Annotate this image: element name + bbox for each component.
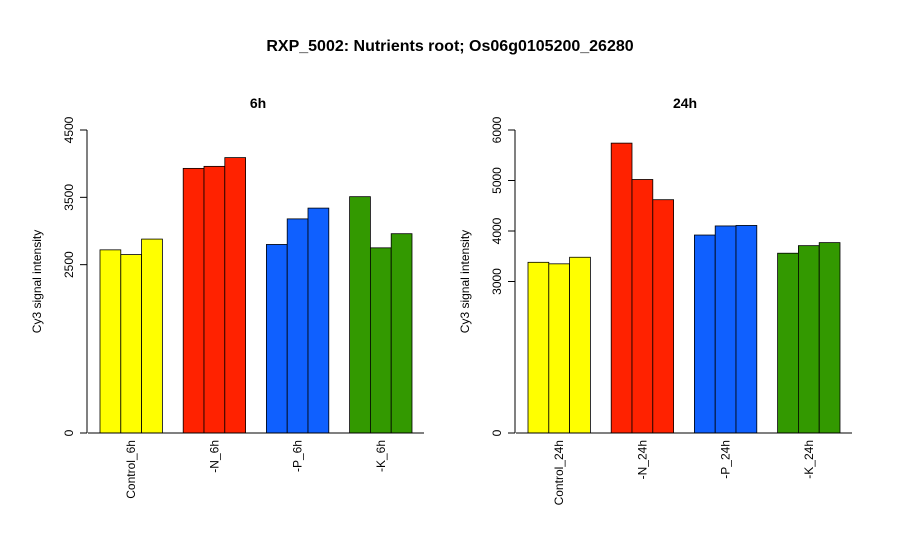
bar [631,179,654,434]
bar [652,199,674,434]
y-tick-label: 0 [490,429,504,436]
bar [569,256,591,434]
bar [182,167,205,434]
bar [286,218,309,434]
y-tick-label: 5000 [490,167,504,194]
chart-main-title: RXP_5002: Nutrients root; Os06g0105200_2… [266,38,634,55]
category-label: -N_24h [635,440,649,479]
bar [307,207,330,434]
category-label: Control_24h [552,440,566,505]
category-label: -N_6h [207,440,221,473]
bar [390,233,413,434]
bar [610,142,633,434]
y-tick-label: 6000 [490,116,504,143]
bar [527,261,550,434]
bar [777,252,799,434]
category-label: Control_6h [124,440,138,499]
bar [349,196,371,434]
panel-title: 6h [250,95,266,111]
bar [99,249,122,434]
y-axis-label: Cy3 signal intensity [458,230,472,333]
bar [120,254,143,434]
y-tick-label: 3500 [62,184,76,211]
bar [694,234,716,434]
bar [548,263,570,434]
y-tick-label: 3000 [490,268,504,295]
bar [203,165,226,434]
y-tick-label: 2500 [62,251,76,278]
bar [141,238,163,434]
y-axis-label: Cy3 signal intensity [30,230,44,333]
category-label: -K_24h [802,440,816,479]
bar [818,242,841,434]
bar [735,225,758,434]
bar [265,244,288,434]
y-tick-label: 4000 [490,217,504,244]
y-tick-label: 4500 [62,116,76,143]
y-tick-label: 0 [62,429,76,436]
category-label: -P_6h [291,440,305,472]
bar [714,225,737,434]
category-label: -P_24h [719,440,733,479]
bar [798,245,820,434]
bar [224,157,247,434]
bar [369,247,392,434]
panel-title: 24h [673,95,697,111]
category-label: -K_6h [374,440,388,472]
